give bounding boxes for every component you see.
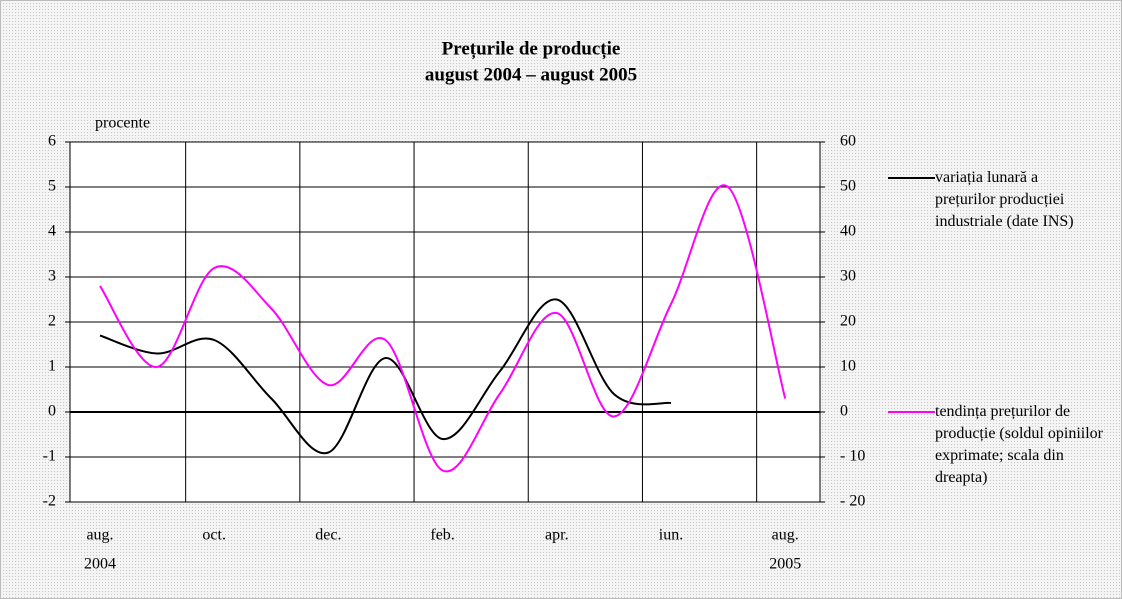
y-tick-label: 3 [48, 268, 56, 285]
series-line [99, 184, 787, 473]
y-tick-label: -1 [43, 448, 56, 465]
x-tick-label: feb. [430, 527, 454, 544]
y2-tick-label: 60 [840, 133, 856, 150]
y-tick-label: 5 [48, 178, 56, 195]
series-line [99, 298, 672, 455]
y2-tick-label: 50 [840, 178, 856, 195]
y2-tick-label: 20 [840, 313, 856, 330]
x-tick-label: aug. [772, 527, 799, 544]
year-label: 2004 [84, 556, 116, 573]
y2-tick-label: 0 [840, 403, 848, 420]
x-tick-label: iun. [659, 527, 683, 544]
legend-label: tendința prețurilor de producție (soldul… [935, 403, 1103, 486]
y2-tick-label: 30 [840, 268, 856, 285]
y-tick-label: 0 [48, 403, 56, 420]
x-tick-label: aug. [86, 527, 113, 544]
y-tick-label: 2 [48, 313, 56, 330]
chart-title: Prețurile de producție [442, 38, 621, 59]
y-tick-label: 1 [48, 358, 56, 375]
y-tick-label: 4 [48, 223, 56, 240]
x-tick-label: oct. [202, 527, 226, 544]
year-label: 2005 [769, 556, 801, 573]
y-tick-label: -2 [43, 493, 56, 510]
x-tick-label: dec. [315, 527, 341, 544]
y2-tick-label: - 10 [840, 448, 865, 465]
y2-tick-label: 40 [840, 223, 856, 240]
y-axis-label: procente [95, 115, 150, 132]
y-tick-label: 6 [48, 133, 56, 150]
y2-tick-label: - 20 [840, 493, 865, 510]
y2-tick-label: 10 [840, 358, 856, 375]
chart-subtitle: august 2004 – august 2005 [425, 64, 637, 85]
x-tick-label: apr. [545, 527, 569, 544]
legend-label: variația lunară a prețurilor producției … [935, 169, 1074, 230]
